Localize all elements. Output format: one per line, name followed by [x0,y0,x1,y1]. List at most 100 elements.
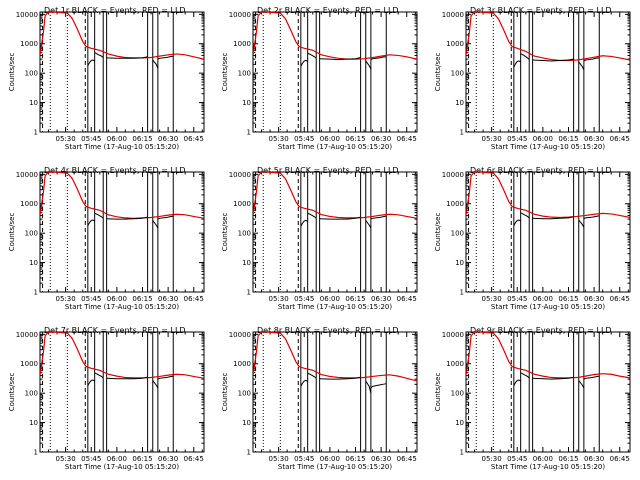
y-tick-label: 1000 [446,40,464,48]
events-series-segment-2 [106,56,148,59]
x-axis-label: Start Time (17-Aug-10 05:15:20) [491,143,605,151]
y-tick-label: 10 [242,419,251,427]
events-series-segment-0 [87,59,95,66]
lld-series-line [253,12,417,60]
x-axis-label: Start Time (17-Aug-10 05:15:20) [278,143,392,151]
chart-panel-5: Det 5r BLACK = Events, RED = LLD 1 10 100 10… [221,166,418,311]
events-series-segment-0 [87,219,95,226]
events-series-segment-2 [532,376,574,380]
y-tick-label: 1000 [20,200,38,208]
events-series-segment-4 [583,215,600,220]
events-series-segment-2 [319,376,361,380]
x-tick-label: 06:15 [345,295,365,303]
plot-frame [252,331,418,453]
y-tick-label: 1 [247,289,251,297]
x-tick-label: 06:00 [320,455,340,463]
events-series-segment-0 [513,219,521,226]
plot-frame [252,171,418,293]
x-tick-label: 05:45 [81,135,101,143]
x-axis-label: Start Time (17-Aug-10 05:15:20) [278,463,392,471]
events-series-segment-4 [157,55,174,60]
x-tick-label: 06:30 [158,295,178,303]
y-tick-label: 1 [247,129,251,137]
x-axis-label: Start Time (17-Aug-10 05:15:20) [65,303,179,311]
x-tick-label: 06:15 [558,455,578,463]
y-tick-label: 10 [29,419,38,427]
events-series-segment-4 [583,57,600,62]
y-tick-label: 100 [25,70,38,78]
chart-panel-3: Det 3r BLACK = Events, RED = LLD 1 10 100 10… [434,6,631,151]
y-tick-label: 100 [451,390,464,398]
x-tick-label: 05:45 [294,135,314,143]
y-tick-label: 1000 [446,360,464,368]
chart-panel-1: Det 1r BLACK = Events, RED = LLD 1 10 100 10… [8,6,205,151]
events-series-segment-1 [94,52,104,58]
events-series-segment-1 [520,212,530,219]
events-series-segment-2 [319,216,361,220]
x-axis-label: Start Time (17-Aug-10 05:15:20) [65,463,179,471]
y-tick-label: 100 [238,70,251,78]
x-tick-label: 06:45 [184,135,204,143]
y-tick-label: 10000 [442,11,464,19]
x-tick-label: 06:00 [107,455,127,463]
events-series-segment-3 [152,220,159,229]
series-group [253,12,417,70]
y-tick-label: 10 [455,99,464,107]
y-tick-label: 10 [29,259,38,267]
events-series-segment-1 [94,372,104,379]
y-tick-label: 10000 [16,331,38,339]
y-tick-label: 10000 [16,11,38,19]
events-series-segment-3 [578,380,585,389]
marker-lines [255,12,387,132]
x-tick-label: 06:30 [584,295,604,303]
x-tick-label: 06:00 [107,135,127,143]
chart-panel-4: Det 4r BLACK = Events, RED = LLD 1 10 100 10… [8,166,205,311]
events-series-segment-4 [157,215,174,220]
marker-lines [42,332,174,452]
x-tick-label: 06:00 [533,135,553,143]
x-tick-label: 06:45 [397,455,417,463]
events-series-segment-4 [370,215,387,220]
x-tick-label: 06:15 [558,135,578,143]
y-axis-label: Counts/sec [8,53,16,92]
series-group [40,332,204,389]
marker-lines [42,172,174,292]
events-series-segment-0 [300,219,308,227]
x-tick-label: 06:45 [397,135,417,143]
y-tick-label: 100 [451,230,464,238]
y-tick-label: 1 [460,449,464,457]
x-axis-label: Start Time (17-Aug-10 05:15:20) [65,143,179,151]
x-tick-label: 06:15 [345,135,365,143]
events-series-segment-0 [300,59,308,67]
y-tick-label: 1 [34,289,38,297]
y-tick-label: 10 [455,259,464,267]
x-tick-label: 05:45 [507,455,527,463]
y-tick-label: 1 [34,449,38,457]
x-tick-label: 05:30 [482,295,502,303]
x-tick-label: 05:30 [269,135,289,143]
lld-series-line [466,332,630,379]
y-axis-label: Counts/sec [434,213,442,252]
x-tick-label: 05:45 [507,295,527,303]
y-tick-label: 10 [455,419,464,427]
plot-frame [465,171,631,293]
marker-lines [255,172,387,292]
y-tick-label: 1 [460,289,464,297]
y-tick-label: 10000 [229,331,251,339]
marker-lines [468,172,600,292]
x-tick-label: 06:00 [320,295,340,303]
y-tick-label: 10000 [229,11,251,19]
chart-panel-2: Det 2r BLACK = Events, RED = LLD 1 10 100 10… [221,6,418,151]
chart-panel-7: Det 7r BLACK = Events, RED = LLD 1 10 100 10… [8,326,205,471]
marker-lines [468,12,600,132]
panel-title: Det 9r BLACK = Events, RED = LLD [470,326,612,335]
events-series-segment-2 [532,58,574,62]
x-tick-label: 05:30 [482,135,502,143]
plot-frame [39,11,205,133]
x-tick-label: 06:15 [558,295,578,303]
y-tick-label: 1000 [233,200,251,208]
x-tick-label: 06:30 [158,455,178,463]
y-axis-label: Counts/sec [221,213,229,252]
x-tick-label: 05:45 [294,295,314,303]
events-series-segment-3 [365,60,372,70]
